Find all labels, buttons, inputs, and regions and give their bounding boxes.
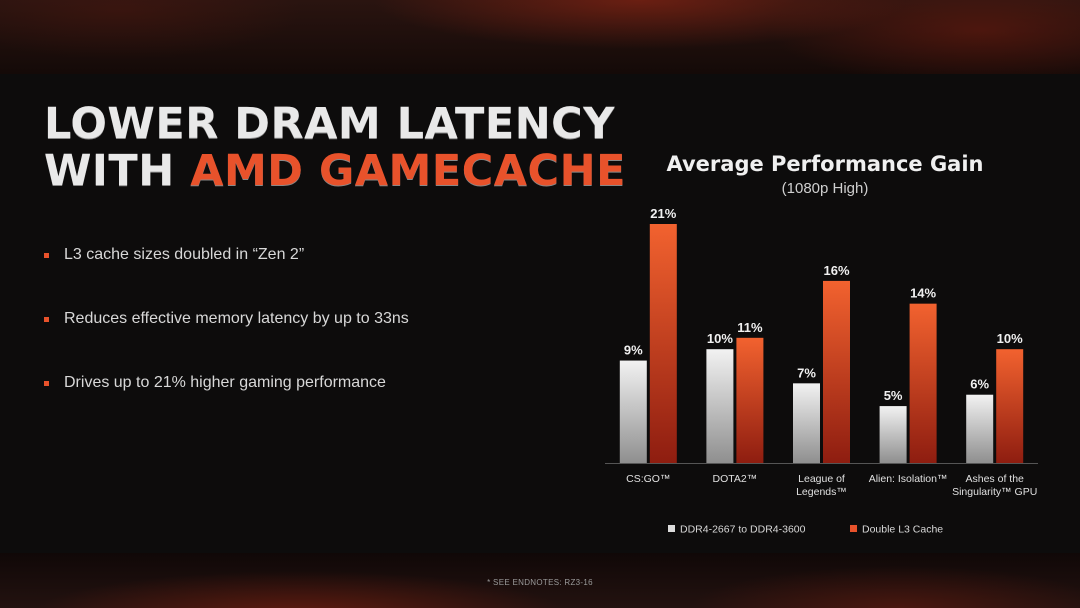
bar-double-l3 (996, 349, 1024, 463)
category-label: Ashes of the (966, 473, 1025, 485)
bar-ddr4 (966, 394, 994, 463)
bullet-text: L3 cache sizes doubled in “Zen 2” (64, 246, 305, 263)
data-label: 6% (970, 377, 989, 392)
bar-double-l3 (736, 337, 764, 463)
bullet-marker (44, 317, 49, 322)
bullet-item: L3 cache sizes doubled in “Zen 2” (44, 246, 564, 310)
data-label: 10% (997, 331, 1023, 346)
category-label: DOTA2™ (713, 473, 758, 485)
chart-subtitle: (1080p High) (781, 180, 869, 197)
title-line-1: LOWER DRAM LATENCY (44, 99, 615, 149)
bullet-item: Drives up to 21% higher gaming performan… (44, 374, 564, 438)
category-label: Legends™ (796, 486, 847, 498)
legend-label: DDR4-2667 to DDR4-3600 (680, 524, 806, 536)
bar-double-l3 (909, 303, 937, 463)
data-label: 10% (707, 331, 733, 346)
category-label: Alien: Isolation™ (869, 473, 948, 485)
title-accent: AMD GAMECACHE (190, 146, 626, 196)
background-bottom (0, 553, 1080, 608)
content-panel (0, 74, 1080, 553)
slide-title: LOWER DRAM LATENCY WITH AMD GAMECACHE (44, 101, 626, 195)
bullet-marker (44, 381, 49, 386)
bar-double-l3 (823, 280, 850, 463)
bullet-marker (44, 253, 49, 258)
bar-ddr4 (879, 406, 907, 463)
data-label: 9% (624, 343, 643, 358)
bar-ddr4 (619, 360, 647, 463)
bullet-item: Reduces effective memory latency by up t… (44, 310, 564, 374)
chart-title: Average Performance Gain (666, 152, 984, 176)
data-label: 11% (737, 320, 763, 335)
title-line-2: WITH AMD GAMECACHE (44, 148, 626, 195)
legend-swatch (850, 525, 857, 532)
category-label: League of (798, 473, 845, 485)
category-label: CS:GO™ (626, 473, 670, 485)
category-label: Singularity™ GPU (952, 486, 1037, 498)
data-label: 14% (910, 286, 936, 301)
bullet-list: L3 cache sizes doubled in “Zen 2” Reduce… (44, 246, 564, 438)
legend-swatch (668, 525, 675, 532)
data-label: 5% (884, 388, 903, 403)
background-top (0, 0, 1080, 74)
footnote: * SEE ENDNOTES: RZ3-16 (487, 578, 593, 587)
bullet-text: Drives up to 21% higher gaming performan… (64, 374, 386, 391)
bar-ddr4 (706, 349, 734, 463)
data-label: 21% (650, 206, 676, 221)
legend-label: Double L3 Cache (862, 524, 943, 536)
bullet-text: Reduces effective memory latency by up t… (64, 310, 409, 327)
data-label: 16% (823, 263, 849, 278)
bar-ddr4 (793, 383, 820, 463)
bar-double-l3 (649, 224, 677, 463)
data-label: 7% (797, 365, 816, 380)
title-line-2-prefix: WITH (44, 146, 191, 196)
